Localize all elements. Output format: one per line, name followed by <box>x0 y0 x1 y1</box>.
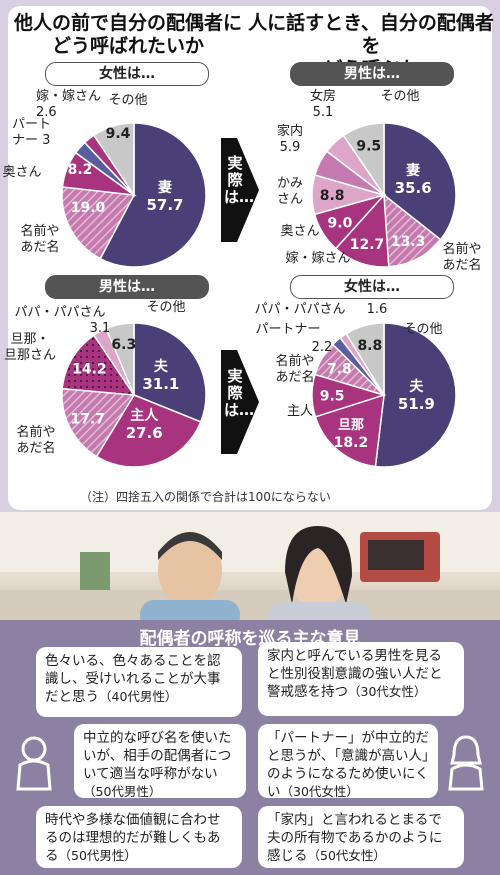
opinion-text-5: 時代や多様な価値観に合わせるのは理想的だが難しくもある <box>45 812 221 864</box>
group-label-male-actual: 男性は… <box>290 62 454 86</box>
opinion-author-3: （50代男性） <box>83 784 162 799</box>
arrow-text-bottom: 実際は… <box>224 367 255 419</box>
arrow-text-top: 実際は… <box>224 154 255 206</box>
opinion-text-6: 「家内」と言われるとまるで夫の所有物であるかのように感じる <box>267 812 443 864</box>
arrow-icon-top <box>221 138 259 242</box>
opinion-author-4: （30代女性） <box>280 784 359 799</box>
group-label-female-wish: 女性は… <box>45 62 209 86</box>
group-label-female-actual: 女性は… <box>290 275 454 299</box>
arrow-icon-bottom <box>221 350 259 454</box>
couple-illustration <box>0 512 500 620</box>
opinion-bubble-6: 「家内」と言われるとまるで夫の所有物であるかのように感じる（50代女性） <box>258 806 464 868</box>
opinion-text-1: 色々いる、色々あることを認識し、受けいれることが大事だと思う <box>45 653 221 705</box>
male-person-icon <box>16 736 52 791</box>
opinion-bubble-2: 家内と呼んでいる男性を見ると性別役割意識の強い人だと警戒感を持つ（30代女性） <box>258 642 464 716</box>
opinion-bubble-1: 色々いる、色々あることを認識し、受けいれることが大事だと思う（40代男性） <box>36 647 242 717</box>
opinion-author-6: （50代女性） <box>307 848 386 863</box>
opinion-author-5: （50代男性） <box>58 848 137 863</box>
opinion-text-2: 家内と呼んでいる男性を見ると性別役割意識の強い人だと警戒感を持つ <box>267 648 443 700</box>
opinion-bubble-3: 中立的な呼び名を使いたいが、相手の配偶者について適当な呼称がない （50代男性） <box>74 724 246 799</box>
couple-photo <box>0 512 500 620</box>
group-label-male-wish: 男性は… <box>45 275 209 299</box>
opinion-text-3: 中立的な呼び名を使いたいが、相手の配偶者について適当な呼称がない <box>83 730 232 782</box>
opinion-author-2: （30代女性） <box>348 684 427 699</box>
female-person-icon <box>448 735 484 791</box>
footnote: （注）四捨五入の関係で合計は100にならない <box>80 490 331 504</box>
opinion-author-1: （40代男性） <box>99 689 178 704</box>
opinion-bubble-4: 「パートナー」が中立的だと思うが、「意識が高い人」のようになるため使いにくい（3… <box>258 724 438 800</box>
left-title: 他人の前で自分の配偶者に どう呼ばれたいか <box>13 12 242 57</box>
opinion-bubble-5: 時代や多様な価値観に合わせるのは理想的だが難しくもある（50代男性） <box>36 806 242 868</box>
opinion-text-4: 「パートナー」が中立的だと思うが、「意識が高い人」のようになるため使いにくい <box>267 730 429 800</box>
